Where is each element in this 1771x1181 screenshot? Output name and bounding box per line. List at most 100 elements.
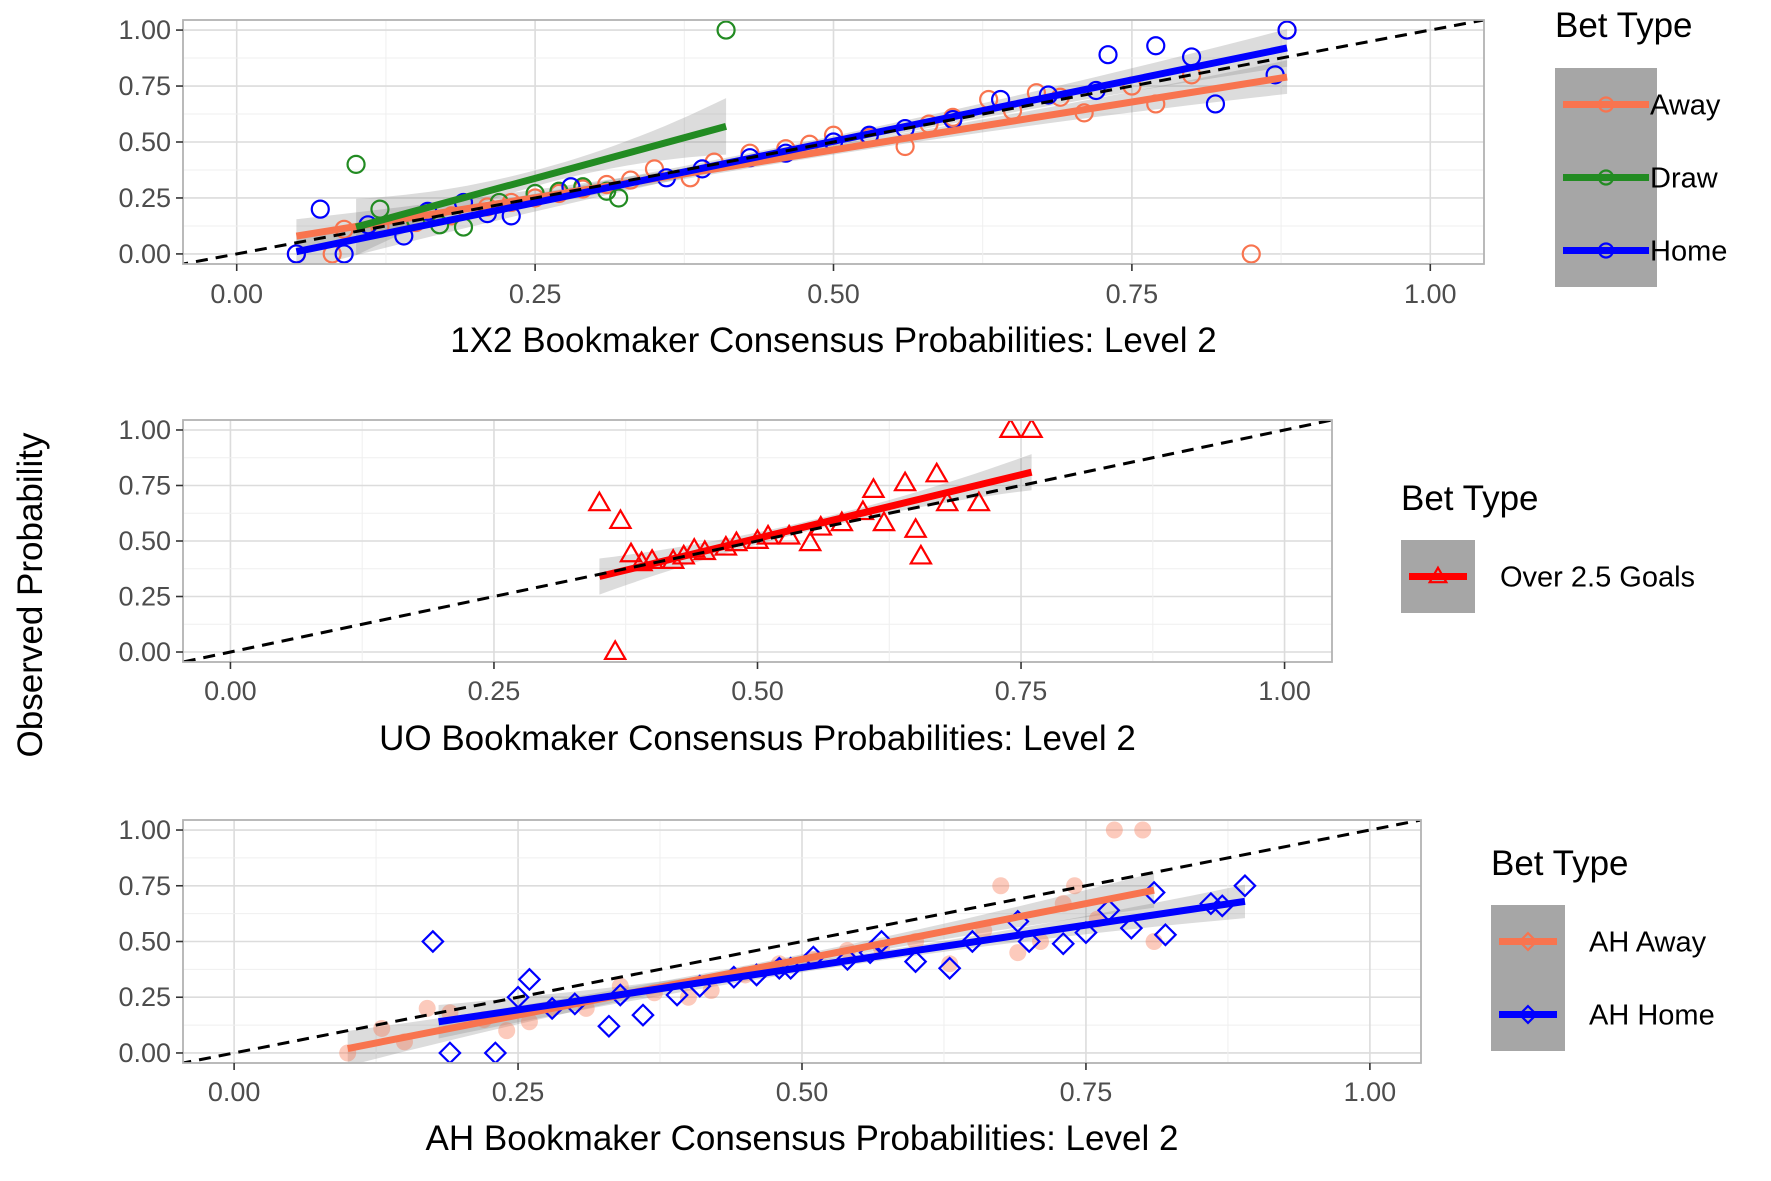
y-tick-label: 0.50 — [118, 526, 171, 556]
data-point — [871, 510, 896, 532]
x-tick-label: 1.00 — [1258, 676, 1311, 706]
data-point — [1146, 36, 1166, 56]
data-point — [631, 1003, 655, 1027]
fit-line — [598, 468, 1033, 580]
panel-3: 0.00 0.25 0.50 0.75 1.00 0.00 0.25 0.50 0.75 1.00… — [118, 815, 1715, 1158]
data-point — [603, 639, 628, 661]
x-axis-title: 1X2 Bookmaker Consensus Probabilities: L… — [450, 321, 1217, 360]
y-tick-label: 0.25 — [118, 582, 171, 612]
data-point — [861, 477, 886, 498]
data-point — [1145, 933, 1163, 950]
legend-key-marker — [1427, 565, 1449, 584]
x-tick-label: 1.00 — [1404, 279, 1457, 309]
y-tick-label: 0.00 — [118, 637, 171, 667]
data-point — [924, 461, 949, 483]
fit-line — [347, 886, 1155, 1052]
x-tick-label: 0.75 — [995, 676, 1048, 706]
plot-content — [183, 420, 1332, 662]
y-tick-label: 0.00 — [118, 1038, 171, 1068]
y-tick-label: 1.00 — [118, 15, 171, 45]
data-point — [903, 517, 928, 538]
data-point — [421, 929, 445, 954]
legend-title: Bet Type — [1555, 6, 1693, 45]
data-point — [835, 947, 860, 972]
data-point — [1098, 45, 1118, 65]
legend-label: AH Away — [1589, 927, 1707, 959]
data-point — [418, 999, 436, 1017]
legend-label: Away — [1650, 90, 1721, 122]
data-point — [798, 530, 823, 552]
data-point — [286, 244, 306, 264]
data-point — [1134, 821, 1152, 839]
reference-line — [183, 420, 1332, 662]
legend-key-marker — [1597, 242, 1615, 259]
y-tick-label: 1.00 — [118, 815, 171, 845]
y-tick-label: 0.50 — [118, 927, 171, 957]
legend-key-marker — [1597, 169, 1615, 186]
legend-key-marker — [1597, 96, 1615, 113]
x-tick-label: 1.00 — [1344, 1077, 1397, 1107]
y-tick-label: 0.50 — [118, 127, 171, 157]
data-point — [1019, 420, 1044, 438]
data-point — [1009, 944, 1027, 962]
data-point — [893, 470, 918, 492]
data-point — [608, 508, 633, 530]
x-tick-label: 0.75 — [1106, 279, 1159, 309]
x-tick-label: 0.25 — [509, 279, 562, 309]
legend-label: Draw — [1650, 163, 1719, 195]
x-tick-label: 0.25 — [468, 676, 521, 706]
data-point — [1233, 874, 1257, 898]
data-point — [665, 983, 689, 1007]
y-axis-title: Observed Probability — [11, 432, 50, 757]
x-tick-label: 0.50 — [776, 1077, 829, 1107]
fit-line — [438, 897, 1246, 1026]
legend-title: Bet Type — [1491, 844, 1629, 883]
reference-line — [183, 20, 1484, 264]
data-point — [992, 877, 1010, 895]
data-point — [517, 967, 542, 992]
data-point — [998, 420, 1023, 438]
x-axis-title: AH Bookmaker Consensus Probabilities: Le… — [426, 1119, 1179, 1158]
x-tick-label: 0.00 — [210, 279, 263, 309]
legend-label: AH Home — [1589, 1000, 1715, 1032]
data-point — [498, 1022, 516, 1040]
data-point — [1277, 20, 1297, 40]
y-tick-label: 0.75 — [118, 871, 171, 901]
legend-label: Over 2.5 Goals — [1500, 562, 1695, 594]
data-point — [1051, 931, 1075, 956]
y-tick-label: 0.75 — [118, 71, 171, 101]
legend-label: Home — [1650, 236, 1727, 268]
data-point — [587, 490, 612, 512]
data-point — [1119, 916, 1144, 940]
data-point — [483, 1041, 508, 1063]
data-point — [1205, 94, 1226, 114]
data-point — [937, 956, 962, 981]
y-tick-label: 1.00 — [118, 415, 171, 445]
legend: Bet Type Away Draw Home — [1555, 6, 1727, 287]
legend: Bet Type AH Away AH Home — [1491, 844, 1715, 1051]
legend-key-marker — [1518, 931, 1538, 952]
data-point — [1241, 244, 1261, 264]
data-point — [438, 1041, 462, 1063]
plot-content — [183, 20, 1484, 264]
x-tick-label: 0.50 — [807, 279, 860, 309]
plot-content — [183, 820, 1421, 1063]
x-tick-label: 0.00 — [204, 676, 257, 706]
y-tick-label: 0.00 — [118, 239, 171, 269]
fit-line — [295, 73, 1288, 240]
data-point — [1066, 877, 1084, 895]
reference-line — [183, 820, 1421, 1063]
data-point — [597, 1014, 621, 1038]
x-tick-label: 0.00 — [208, 1077, 261, 1107]
legend-title: Bet Type — [1401, 479, 1539, 518]
data-point — [869, 929, 894, 954]
legend-key-marker — [1518, 1004, 1538, 1025]
x-tick-label: 0.75 — [1060, 1077, 1113, 1107]
data-point — [609, 188, 629, 208]
y-tick-label: 0.75 — [118, 470, 171, 500]
data-point — [702, 982, 720, 1000]
data-point — [1153, 923, 1178, 947]
data-point — [903, 949, 928, 974]
data-point — [966, 490, 991, 512]
